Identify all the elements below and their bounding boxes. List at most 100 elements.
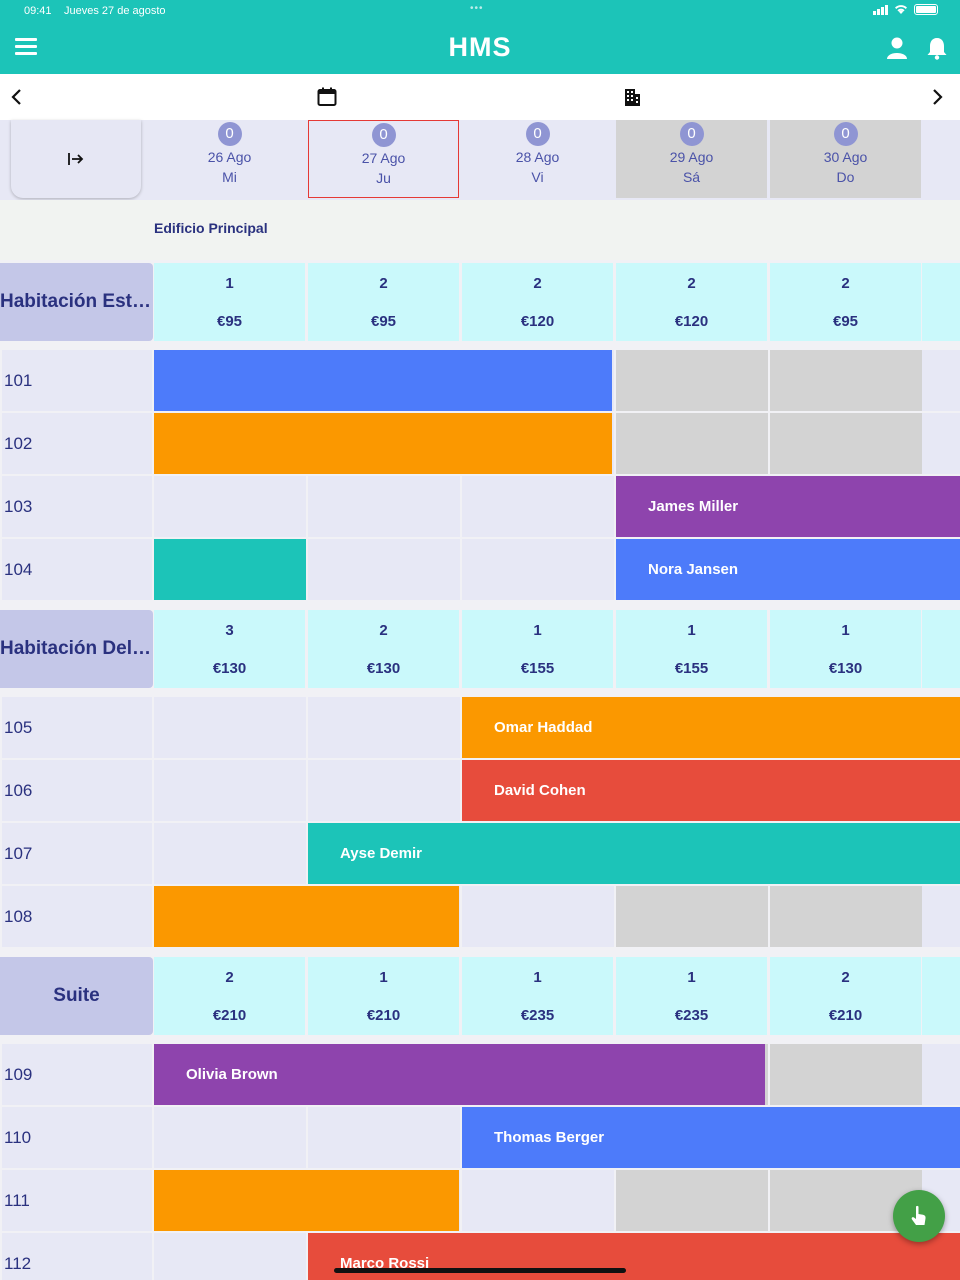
category-edge-cell [922, 957, 960, 1035]
guest-name: Olivia Brown [186, 1066, 278, 1083]
room-number[interactable]: 112 [2, 1233, 152, 1280]
room-day-cell[interactable] [462, 539, 614, 600]
category-day-cell: 3 €130 [154, 610, 305, 688]
availability-count: 1 [687, 622, 696, 639]
room-price: €130 [212, 660, 247, 677]
touch-icon [911, 1205, 926, 1225]
room-day-cell[interactable] [154, 697, 306, 758]
room-day-cell[interactable] [154, 1233, 306, 1280]
category-label[interactable]: Habitación Deluxe [0, 610, 153, 688]
room-number[interactable]: 109 [2, 1044, 152, 1105]
home-indicator [334, 1268, 626, 1273]
reservation-bar[interactable] [154, 539, 306, 600]
chevron-left-icon[interactable] [5, 85, 29, 109]
day-weekday: Vi [531, 169, 544, 185]
room-day-cell[interactable] [616, 886, 768, 947]
room-day-cell[interactable] [308, 539, 460, 600]
status-time: 09:41 [24, 5, 52, 17]
room-day-cell[interactable] [154, 1107, 306, 1168]
room-edge-cell [922, 413, 960, 474]
bell-icon[interactable] [926, 36, 948, 60]
room-day-cell[interactable] [616, 350, 768, 411]
signal-icon [873, 4, 888, 15]
room-number[interactable]: 110 [2, 1107, 152, 1168]
reservation-bar[interactable]: Olivia Brown [154, 1044, 765, 1105]
room-day-cell[interactable] [154, 476, 306, 537]
day-header-4[interactable]: 0 30 Ago Do [770, 120, 921, 198]
reservation-bar[interactable]: Omar Haddad [462, 697, 960, 758]
room-number[interactable]: 108 [2, 886, 152, 947]
room-price: €155 [520, 660, 555, 677]
room-number[interactable]: 106 [2, 760, 152, 821]
availability-count: 1 [533, 969, 542, 986]
menu-icon[interactable] [15, 38, 37, 56]
room-number[interactable]: 107 [2, 823, 152, 884]
category-day-cell: 2 €120 [616, 263, 767, 341]
room-price: €235 [674, 1007, 709, 1024]
reservation-bar[interactable]: Ayse Demir [308, 823, 960, 884]
room-edge-cell [922, 1044, 960, 1105]
room-number[interactable]: 104 [2, 539, 152, 600]
category-day-cell: 1 €130 [770, 610, 921, 688]
room-price: €210 [366, 1007, 401, 1024]
day-count-badge: 0 [525, 122, 550, 146]
building-section: Edificio Principal [0, 200, 960, 260]
day-weekday: Sá [682, 169, 701, 185]
day-header-0[interactable]: 0 26 Ago Mi [154, 120, 305, 198]
room-price: €120 [674, 313, 709, 330]
reservation-bar[interactable]: Thomas Berger [462, 1107, 960, 1168]
reservation-bar[interactable]: David Cohen [462, 760, 960, 821]
reservation-bar[interactable] [154, 886, 459, 947]
calendar-icon[interactable] [315, 85, 339, 109]
room-number[interactable]: 111 [2, 1170, 152, 1231]
room-day-cell[interactable] [462, 1170, 614, 1231]
room-day-cell[interactable] [154, 760, 306, 821]
room-number[interactable]: 105 [2, 697, 152, 758]
room-day-cell[interactable] [770, 350, 922, 411]
chevron-right-icon[interactable] [925, 85, 949, 109]
category-day-cell: 2 €95 [770, 263, 921, 341]
room-day-cell[interactable] [616, 413, 768, 474]
category-label[interactable]: Suite [0, 957, 153, 1035]
room-day-cell[interactable] [770, 413, 922, 474]
room-number[interactable]: 102 [2, 413, 152, 474]
availability-count: 2 [533, 275, 542, 292]
day-weekday: Ju [376, 170, 391, 186]
user-icon[interactable] [886, 36, 908, 60]
room-day-cell[interactable] [462, 476, 614, 537]
room-day-cell[interactable] [770, 1044, 922, 1105]
room-price: €130 [366, 660, 401, 677]
day-weekday: Mi [222, 169, 237, 185]
touch-action-button[interactable] [893, 1190, 945, 1242]
room-day-cell[interactable] [308, 760, 460, 821]
room-number[interactable]: 103 [2, 476, 152, 537]
availability-count: 2 [379, 622, 388, 639]
building-icon[interactable] [620, 85, 644, 109]
reservation-bar[interactable] [154, 350, 612, 411]
room-number[interactable]: 101 [2, 350, 152, 411]
availability-count: 2 [841, 275, 850, 292]
day-header-3[interactable]: 0 29 Ago Sá [616, 120, 767, 198]
room-day-cell[interactable] [308, 1107, 460, 1168]
collapse-button[interactable] [11, 120, 141, 198]
day-date: 30 Ago [823, 149, 868, 165]
day-header-2[interactable]: 0 28 Ago Vi [462, 120, 613, 198]
battery-icon [914, 4, 938, 15]
reservation-bar[interactable]: Nora Jansen [616, 539, 960, 600]
availability-count: 2 [225, 969, 234, 986]
day-date: 29 Ago [669, 149, 714, 165]
category-label[interactable]: Habitación Estándar [0, 263, 153, 341]
room-day-cell[interactable] [770, 886, 922, 947]
reservation-bar[interactable] [154, 1170, 459, 1231]
room-day-cell[interactable] [616, 1170, 768, 1231]
reservation-bar[interactable] [154, 413, 612, 474]
room-price: €210 [828, 1007, 863, 1024]
reservation-bar[interactable]: James Miller [616, 476, 960, 537]
guest-name: Omar Haddad [494, 719, 593, 736]
room-day-cell[interactable] [308, 697, 460, 758]
room-day-cell[interactable] [462, 886, 614, 947]
day-header-1[interactable]: 0 27 Ago Ju [308, 120, 459, 198]
room-day-cell[interactable] [154, 823, 306, 884]
header-edge [922, 120, 960, 198]
room-day-cell[interactable] [308, 476, 460, 537]
